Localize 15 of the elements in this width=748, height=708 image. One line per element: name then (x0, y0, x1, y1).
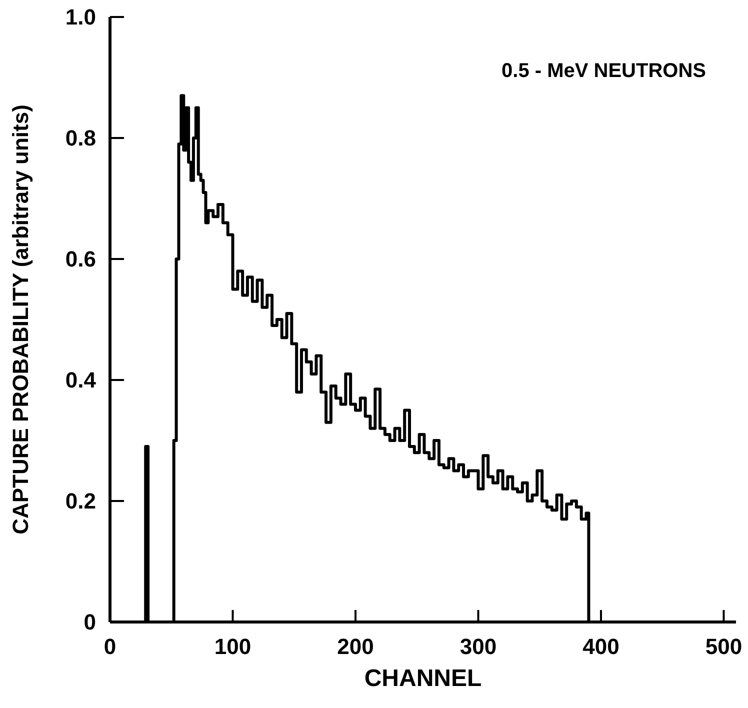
x-axis-title: CHANNEL (364, 665, 482, 692)
y-axis-title: CAPTURE PROBABILITY (arbitrary units) (8, 104, 33, 534)
y-tick-label: 0 (84, 610, 96, 635)
y-tick-label: 0.2 (65, 488, 96, 514)
x-tick-label: 200 (337, 634, 374, 659)
y-tick-label: 1.0 (65, 4, 96, 30)
x-tick-label: 0 (104, 634, 116, 659)
x-tick-label: 100 (214, 634, 252, 659)
x-tick-label: 300 (460, 634, 497, 659)
y-tick-label: 0.8 (65, 126, 96, 151)
y-tick-label: 0.4 (65, 368, 97, 393)
annotation: 0.5 - MeV NEUTRONS (502, 60, 706, 82)
y-tick-label: 0.6 (65, 246, 96, 272)
x-tick-label: 500 (705, 634, 742, 659)
x-tick-label: 400 (582, 634, 620, 659)
